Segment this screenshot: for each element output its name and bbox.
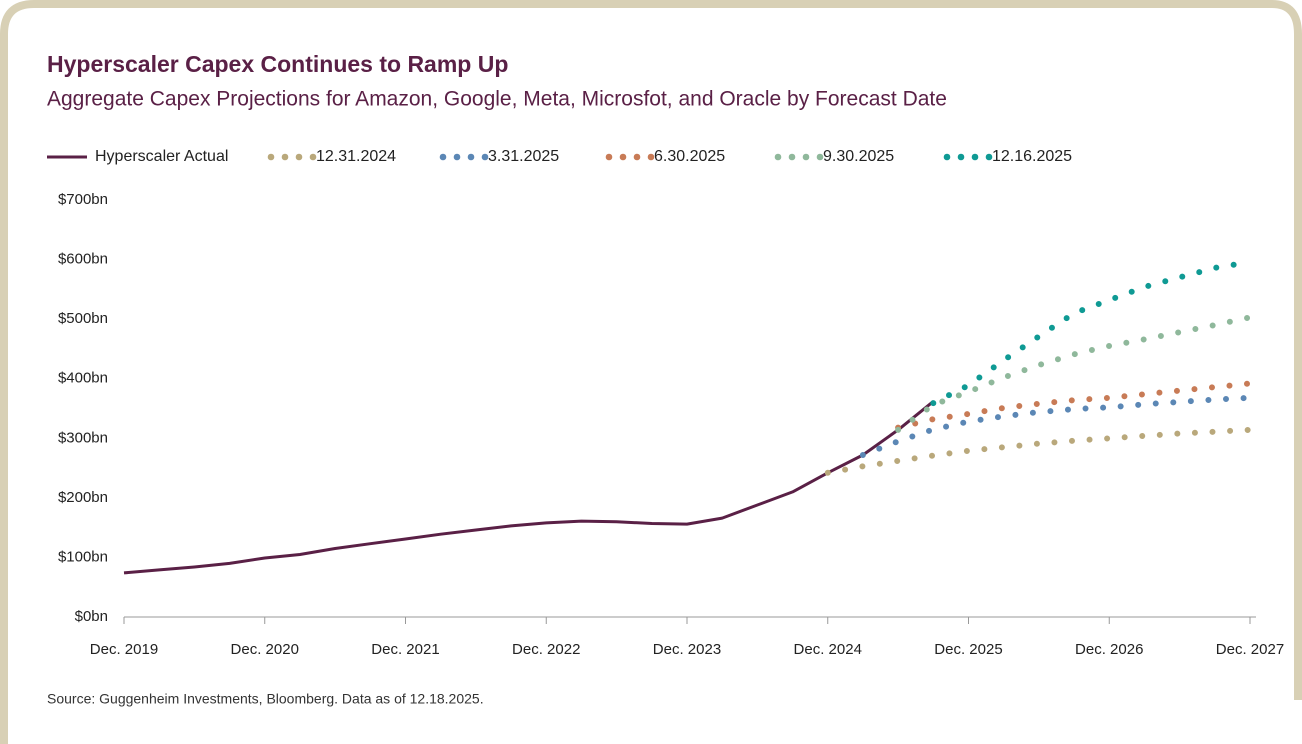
- chart-subtitle: Aggregate Capex Projections for Amazon, …: [47, 88, 947, 111]
- y-tick-label: $500bn: [58, 310, 108, 327]
- legend-swatch: [467, 153, 475, 161]
- y-tick-label: $600bn: [58, 251, 108, 268]
- legend-label: Hyperscaler Actual: [95, 148, 228, 165]
- legend-swatch: [957, 153, 965, 161]
- legend-swatch: [802, 153, 810, 161]
- series-line: [824, 426, 1253, 476]
- legend-swatch: [788, 153, 796, 161]
- source-note: Source: Guggenheim Investments, Bloomber…: [47, 691, 484, 707]
- y-tick-label: $400bn: [58, 370, 108, 387]
- y-tick-label: $0bn: [75, 608, 108, 625]
- y-tick-label: $200bn: [58, 489, 108, 506]
- x-tick-label: Dec. 2020: [231, 641, 299, 658]
- legend-swatch: [295, 153, 303, 161]
- legend-swatch: [633, 153, 641, 161]
- legend-swatch: [971, 153, 979, 161]
- legend-swatch: [439, 153, 447, 161]
- x-tick-label: Dec. 2027: [1216, 641, 1284, 658]
- legend-swatch: [647, 153, 655, 161]
- x-tick-label: Dec. 2021: [371, 641, 439, 658]
- legend-swatch: [309, 153, 317, 161]
- chart-title: Hyperscaler Capex Continues to Ramp Up: [47, 51, 508, 77]
- x-tick-label: Dec. 2019: [90, 641, 158, 658]
- y-tick-label: $100bn: [58, 548, 108, 565]
- legend-swatch: [605, 153, 613, 161]
- series-line: [123, 400, 935, 575]
- x-tick-label: Dec. 2022: [512, 641, 580, 658]
- legend-swatch: [281, 153, 289, 161]
- legend-label: 3.31.2025: [488, 148, 559, 165]
- x-tick-label: Dec. 2025: [934, 641, 1002, 658]
- series-line: [859, 394, 1253, 458]
- legend-swatch: [985, 153, 993, 161]
- series-line: [895, 380, 1253, 431]
- y-tick-label: $700bn: [58, 191, 108, 208]
- x-tick-label: Dec. 2026: [1075, 641, 1143, 658]
- legend-swatch: [453, 153, 461, 161]
- legend-swatch: [481, 153, 489, 161]
- legend-label: 9.30.2025: [823, 148, 894, 165]
- legend-swatch: [619, 153, 627, 161]
- legend-swatch: [267, 153, 275, 161]
- x-tick-label: Dec. 2023: [653, 641, 721, 658]
- legend-swatch: [943, 153, 951, 161]
- series-line: [930, 259, 1253, 407]
- legend-label: 12.16.2025: [992, 148, 1072, 165]
- series-line: [895, 314, 1253, 433]
- legend-label: 6.30.2025: [654, 148, 725, 165]
- legend-swatch: [774, 153, 782, 161]
- legend-label: 12.31.2024: [316, 148, 396, 165]
- x-tick-label: Dec. 2024: [794, 641, 862, 658]
- y-tick-label: $300bn: [58, 429, 108, 446]
- legend-swatch: [816, 153, 824, 161]
